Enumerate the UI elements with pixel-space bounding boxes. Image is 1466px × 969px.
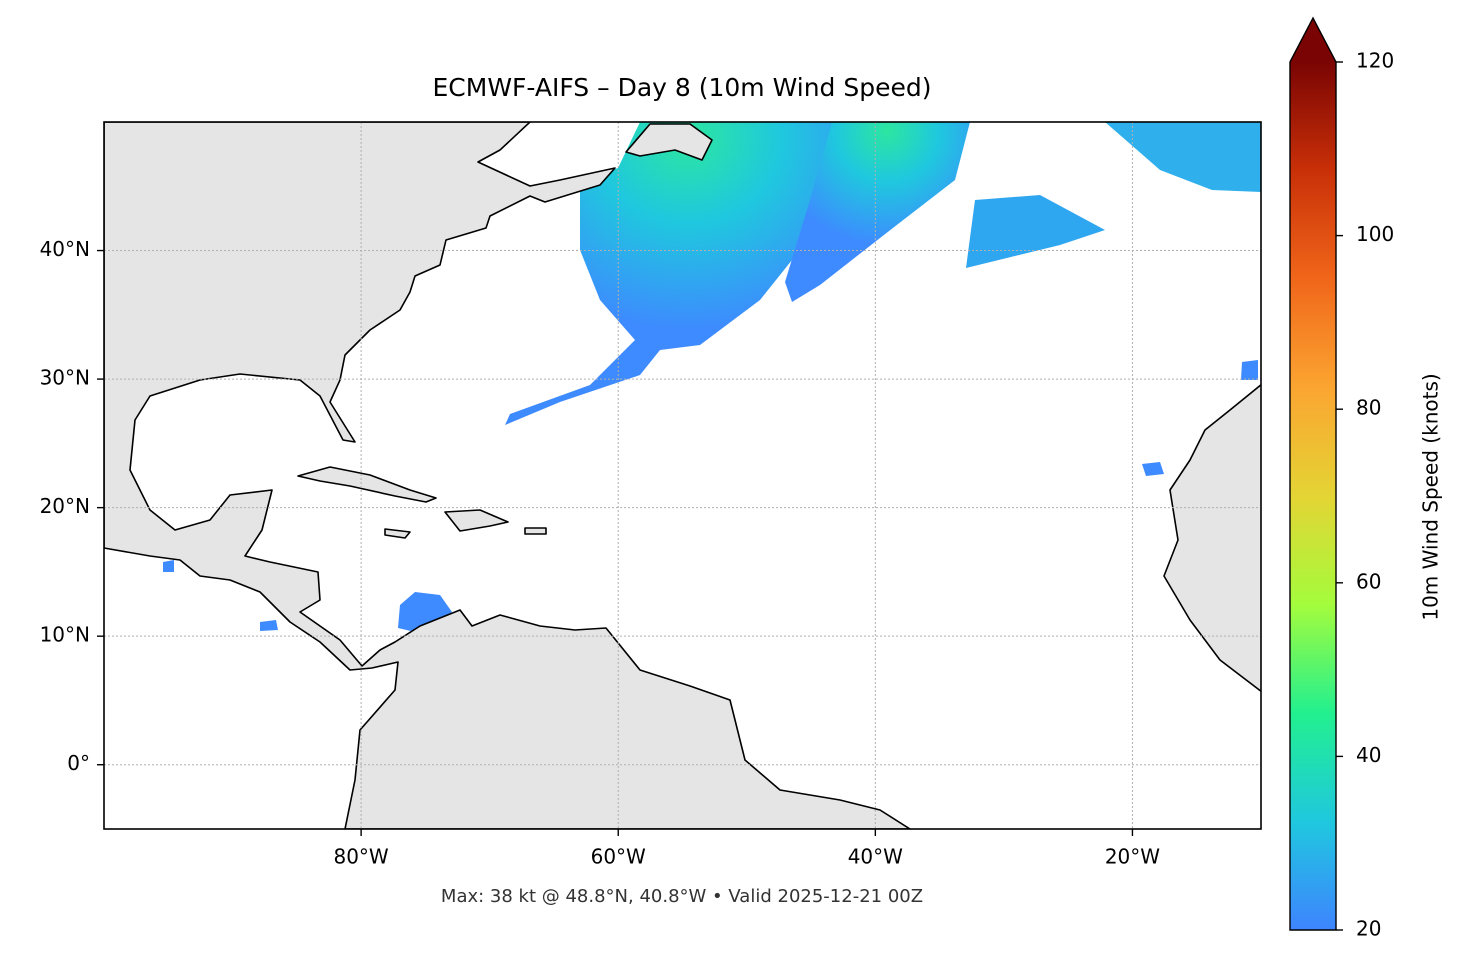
map-frame [103, 121, 1262, 830]
wind-area [163, 560, 174, 572]
x-tick-label: 60°W [591, 845, 646, 869]
land-hispaniola [444, 509, 509, 532]
colorbar-tick-label: 100 [1356, 222, 1394, 246]
wind-area [1142, 462, 1164, 476]
colorbar-tick-label: 120 [1356, 49, 1394, 73]
colorbar-tick-label: 20 [1356, 917, 1381, 941]
colorbar-extend [1290, 18, 1336, 62]
grid [104, 122, 1261, 829]
y-tick-label: 30°N [40, 366, 90, 390]
wind-area [260, 620, 278, 631]
land-africa [1163, 383, 1261, 693]
wind-area [1105, 122, 1261, 192]
y-tick-label: 10°N [40, 623, 90, 647]
x-tick-label: 40°W [848, 845, 903, 869]
colorbar-tick-label: 60 [1356, 569, 1381, 593]
y-tick-label: 20°N [40, 494, 90, 518]
wind-area [505, 122, 838, 425]
wind-area [1241, 360, 1258, 380]
colorbar-tick-label: 80 [1356, 396, 1381, 420]
land-jamaica [384, 528, 411, 539]
wind-field [163, 122, 1261, 632]
land-americas [104, 122, 911, 829]
colorbar-label: 10m Wind Speed (knots) [1419, 373, 1443, 620]
colorbar [1290, 62, 1336, 930]
x-tick-label: 80°W [333, 845, 388, 869]
chart-title: ECMWF-AIFS – Day 8 (10m Wind Speed) [433, 73, 932, 102]
land-newfoundland [625, 123, 713, 161]
wind-area [785, 122, 970, 302]
land-puerto-rico [524, 527, 547, 535]
land-cuba [297, 466, 437, 503]
colorbar-tick-label: 40 [1356, 743, 1381, 767]
x-tick-label: 20°W [1105, 845, 1160, 869]
wind-area [966, 195, 1105, 268]
y-tick-label: 40°N [40, 237, 90, 261]
y-tick-label: 0° [67, 751, 90, 775]
footer-note: Max: 38 kt @ 48.8°N, 40.8°W • Valid 2025… [441, 886, 923, 907]
colorbar-frame [1289, 16, 1337, 931]
map [104, 122, 1261, 829]
